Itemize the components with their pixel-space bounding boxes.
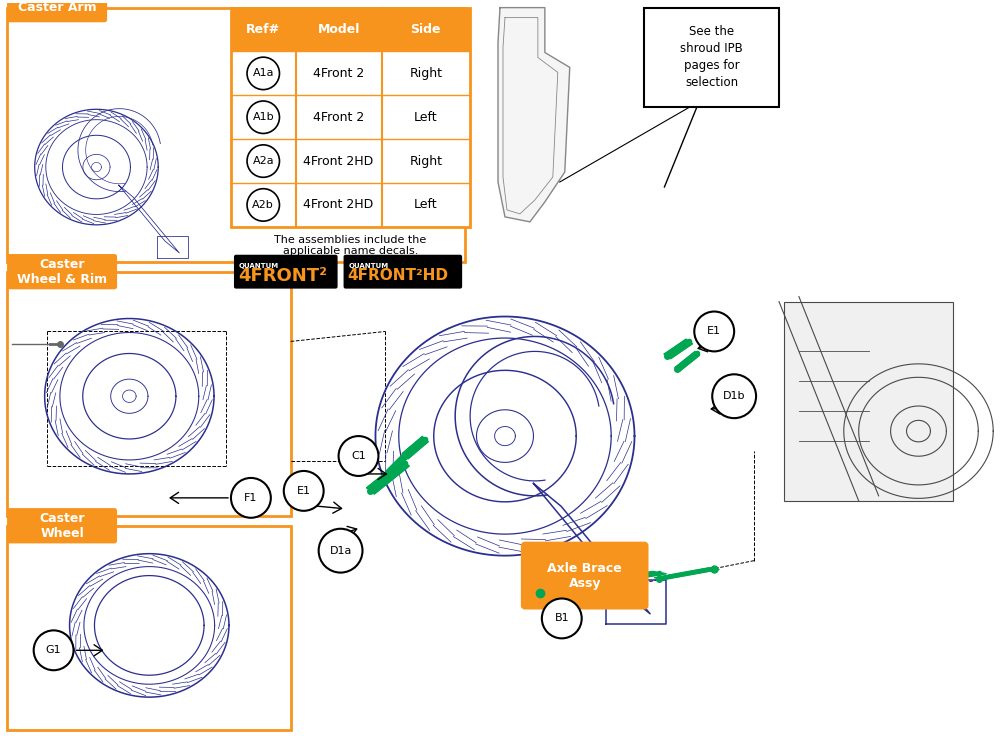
Bar <box>7 272 291 516</box>
Circle shape <box>247 101 279 133</box>
Polygon shape <box>498 7 570 222</box>
Polygon shape <box>655 567 719 579</box>
Bar <box>7 7 465 262</box>
Text: Caster
Wheel: Caster Wheel <box>39 512 85 539</box>
Text: G1: G1 <box>46 645 61 655</box>
Text: D1b: D1b <box>723 392 745 401</box>
Text: Ref#: Ref# <box>246 23 280 36</box>
Text: Left: Left <box>414 110 438 124</box>
Bar <box>644 7 779 107</box>
Polygon shape <box>386 447 414 475</box>
Text: QUANTUM: QUANTUM <box>239 263 279 269</box>
Polygon shape <box>675 352 700 371</box>
Bar <box>784 302 953 501</box>
Text: Right: Right <box>409 155 442 168</box>
Circle shape <box>247 188 279 221</box>
FancyBboxPatch shape <box>344 255 462 289</box>
Polygon shape <box>119 185 179 253</box>
Text: Left: Left <box>414 199 438 211</box>
Circle shape <box>339 436 378 476</box>
Text: A2b: A2b <box>252 200 274 210</box>
Circle shape <box>247 145 279 177</box>
Text: 4Front 2: 4Front 2 <box>313 67 364 80</box>
Text: 4FRONT²: 4FRONT² <box>238 266 327 285</box>
Text: Axle Brace
Assy: Axle Brace Assy <box>547 562 622 590</box>
Text: Caster
Wheel & Rim: Caster Wheel & Rim <box>17 258 107 286</box>
Text: E1: E1 <box>707 327 721 336</box>
Text: A1a: A1a <box>253 68 274 79</box>
Text: 4Front 2HD: 4Front 2HD <box>303 199 374 211</box>
FancyBboxPatch shape <box>8 255 116 289</box>
Circle shape <box>231 478 271 518</box>
Text: QUANTUM: QUANTUM <box>349 263 389 269</box>
Circle shape <box>247 57 279 90</box>
FancyBboxPatch shape <box>234 255 338 289</box>
Text: 4FRONT²HD: 4FRONT²HD <box>348 268 449 283</box>
Polygon shape <box>157 236 188 258</box>
Polygon shape <box>664 339 693 358</box>
Text: Right: Right <box>409 67 442 80</box>
Text: Caster Arm: Caster Arm <box>18 1 96 14</box>
Polygon shape <box>606 581 666 624</box>
Text: E1: E1 <box>297 486 311 496</box>
Bar <box>231 7 470 227</box>
FancyBboxPatch shape <box>8 0 106 21</box>
Text: 4Front 2: 4Front 2 <box>313 110 364 124</box>
Text: C1: C1 <box>351 451 366 461</box>
Bar <box>7 526 291 730</box>
Text: D1a: D1a <box>329 545 352 556</box>
Polygon shape <box>367 460 409 494</box>
Circle shape <box>542 598 582 638</box>
Circle shape <box>284 471 324 511</box>
Circle shape <box>319 528 362 573</box>
Polygon shape <box>402 436 428 459</box>
Text: See the
shroud IPB
pages for
selection: See the shroud IPB pages for selection <box>680 26 743 90</box>
Text: 4Front 2HD: 4Front 2HD <box>303 155 374 168</box>
Text: The assemblies include the
applicable name decals.: The assemblies include the applicable na… <box>274 235 427 256</box>
Text: F1: F1 <box>244 493 258 503</box>
Text: B1: B1 <box>554 613 569 623</box>
Text: Side: Side <box>411 23 441 36</box>
Bar <box>231 7 470 52</box>
FancyBboxPatch shape <box>522 542 647 609</box>
FancyBboxPatch shape <box>8 509 116 542</box>
Polygon shape <box>533 571 666 594</box>
Circle shape <box>694 311 734 351</box>
Circle shape <box>34 630 74 670</box>
Text: A2a: A2a <box>252 156 274 166</box>
Polygon shape <box>534 484 650 614</box>
Text: A1b: A1b <box>252 112 274 122</box>
Text: Model: Model <box>317 23 360 36</box>
Circle shape <box>712 375 756 418</box>
